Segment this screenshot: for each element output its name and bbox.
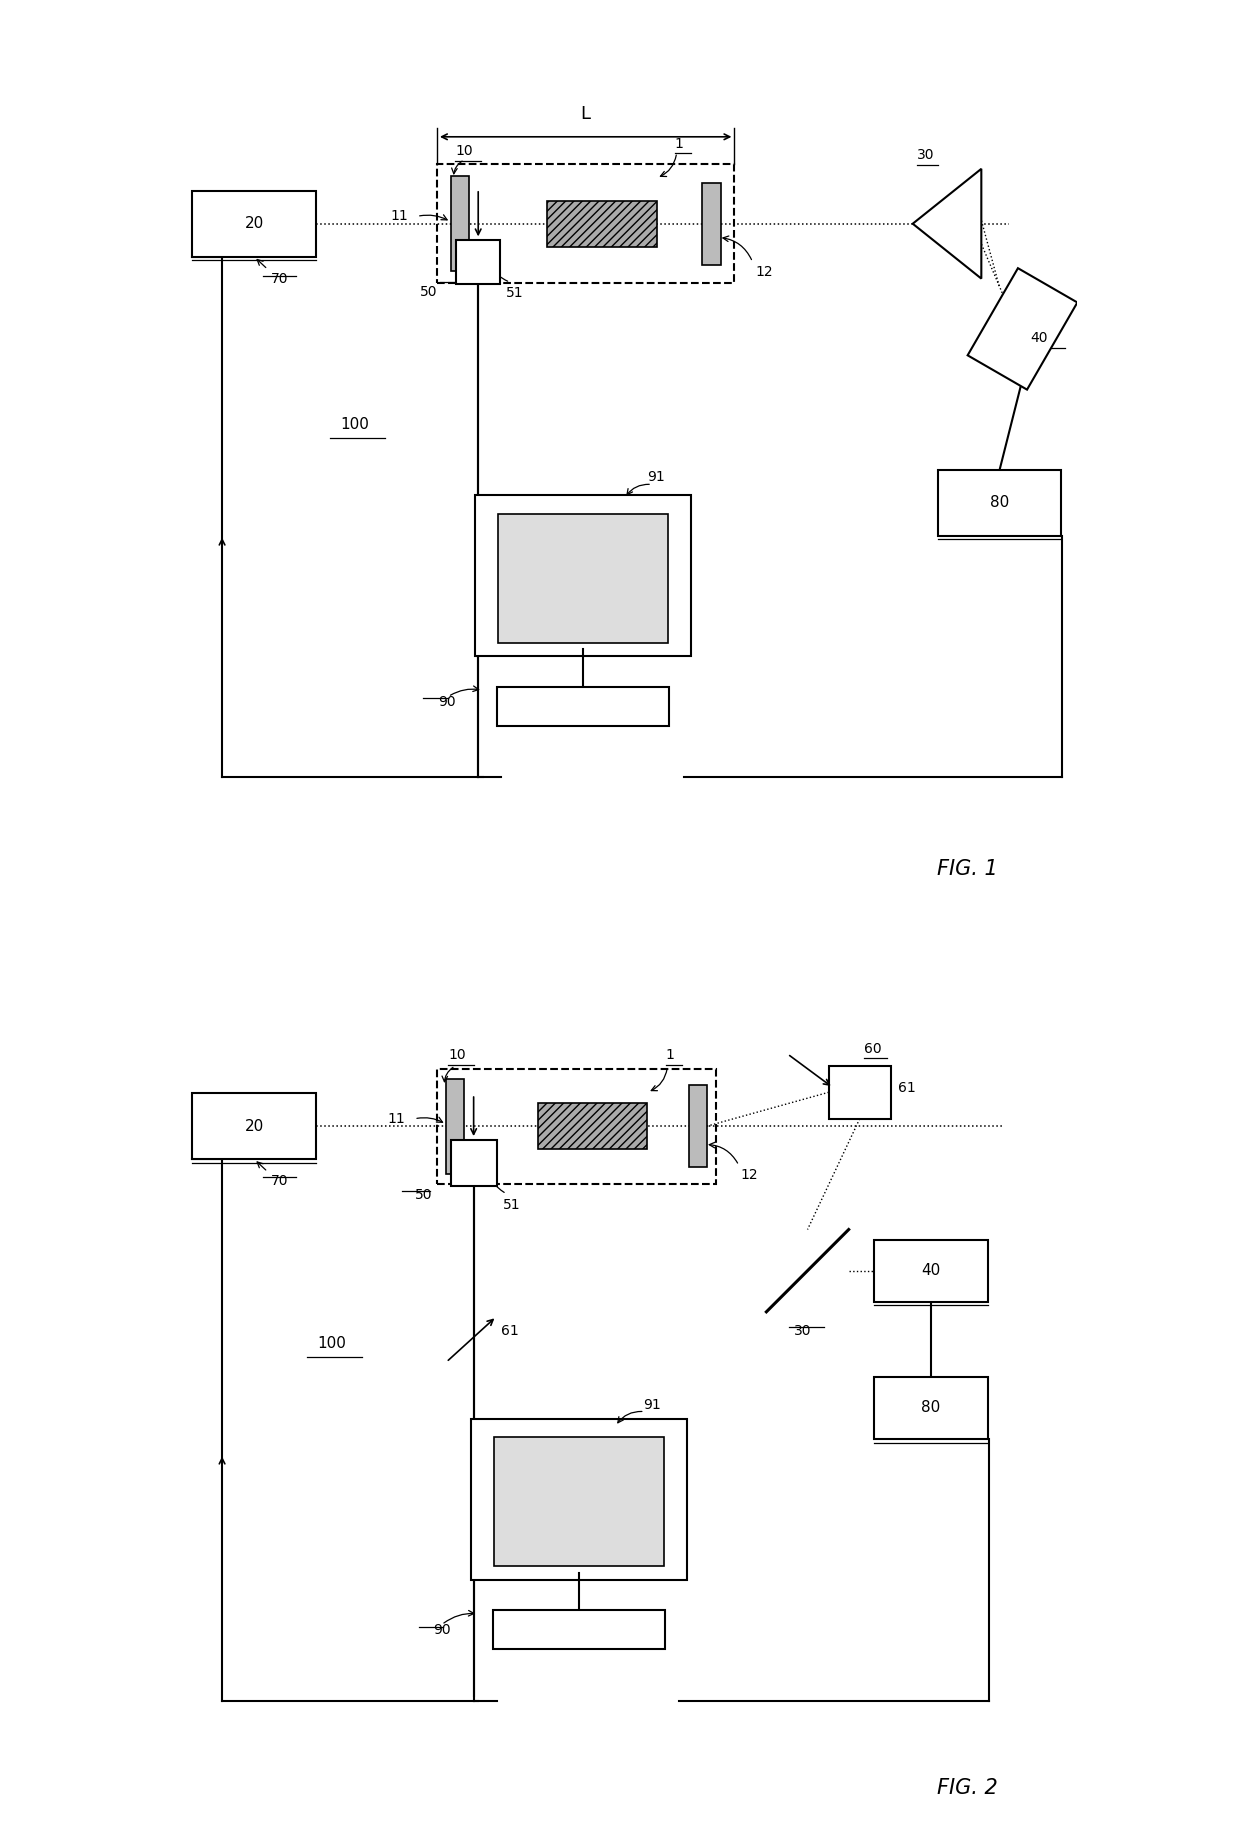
Text: 70: 70 xyxy=(272,273,289,286)
Text: 100: 100 xyxy=(317,1335,346,1352)
Bar xyxy=(538,1103,647,1149)
Bar xyxy=(688,1085,707,1168)
Text: L: L xyxy=(580,105,590,123)
Text: 61: 61 xyxy=(898,1081,916,1094)
Bar xyxy=(874,1240,988,1302)
Text: 91: 91 xyxy=(647,470,665,484)
Bar xyxy=(456,239,500,284)
Text: 60: 60 xyxy=(864,1043,882,1055)
Text: 51: 51 xyxy=(503,1197,521,1212)
Bar xyxy=(547,201,657,247)
FancyBboxPatch shape xyxy=(475,495,692,656)
FancyBboxPatch shape xyxy=(494,1437,663,1566)
Text: 80: 80 xyxy=(990,495,1009,510)
Text: 20: 20 xyxy=(244,1118,264,1133)
Text: 100: 100 xyxy=(340,418,370,433)
FancyBboxPatch shape xyxy=(497,687,670,726)
Bar xyxy=(436,164,734,284)
Text: FIG. 2: FIG. 2 xyxy=(937,1778,998,1798)
Text: 12: 12 xyxy=(755,265,773,278)
Bar xyxy=(967,269,1078,391)
Text: 1: 1 xyxy=(666,1048,675,1063)
Bar xyxy=(451,177,469,271)
Text: FIG. 1: FIG. 1 xyxy=(937,858,998,879)
Text: 20: 20 xyxy=(244,216,264,232)
Text: 80: 80 xyxy=(921,1400,941,1415)
Text: 10: 10 xyxy=(448,1048,466,1063)
Bar xyxy=(436,1070,715,1184)
Bar xyxy=(192,192,316,256)
Bar xyxy=(874,1376,988,1439)
FancyBboxPatch shape xyxy=(471,1418,687,1580)
FancyBboxPatch shape xyxy=(498,514,668,643)
Text: 30: 30 xyxy=(918,147,935,162)
Text: 30: 30 xyxy=(794,1324,812,1337)
Bar xyxy=(828,1067,890,1118)
Text: 91: 91 xyxy=(642,1398,661,1413)
Text: 11: 11 xyxy=(391,210,408,223)
Bar xyxy=(451,1140,496,1186)
Bar xyxy=(446,1079,465,1173)
Text: 70: 70 xyxy=(272,1173,289,1188)
Text: 90: 90 xyxy=(438,694,455,709)
Text: 10: 10 xyxy=(455,144,472,158)
Text: 50: 50 xyxy=(419,286,436,298)
Text: 1: 1 xyxy=(675,136,683,151)
Text: 12: 12 xyxy=(740,1168,759,1183)
FancyBboxPatch shape xyxy=(492,1610,665,1649)
Text: 50: 50 xyxy=(415,1188,433,1203)
Text: 40: 40 xyxy=(1030,332,1048,344)
Bar xyxy=(937,470,1061,536)
Text: 61: 61 xyxy=(501,1324,518,1337)
Text: 51: 51 xyxy=(506,286,523,300)
Bar xyxy=(192,1092,316,1159)
Text: 11: 11 xyxy=(387,1113,405,1125)
Text: 90: 90 xyxy=(433,1623,451,1638)
Polygon shape xyxy=(913,169,981,278)
Bar xyxy=(702,182,720,265)
Text: 40: 40 xyxy=(921,1264,941,1278)
